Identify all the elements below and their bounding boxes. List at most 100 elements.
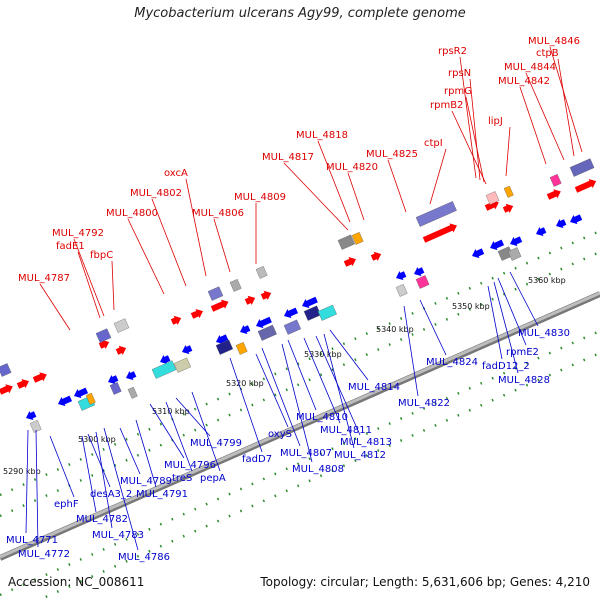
gene-box	[215, 339, 234, 355]
reverse-gene-arrow	[74, 387, 89, 399]
reverse-gene-arrow	[536, 227, 547, 237]
gene-label-reverse: MUL_4783	[92, 530, 144, 541]
gene-label-forward: rpsN	[448, 68, 471, 79]
gene-label-reverse: MUL_4789	[120, 476, 172, 487]
reverse-gene-arrow	[284, 307, 299, 319]
gene-label-reverse: MUL_4828	[498, 375, 550, 386]
forward-gene-arrow	[32, 372, 47, 383]
genome-summary-text: Topology: circular; Length: 5,631,606 bp…	[260, 575, 590, 589]
leader-line	[403, 305, 419, 397]
leader-line	[493, 281, 519, 374]
gene-box	[303, 305, 322, 321]
gene-box	[229, 279, 242, 292]
genome-backbone	[0, 291, 600, 561]
leader-line	[505, 126, 511, 177]
leader-line	[387, 159, 407, 213]
reverse-gene-arrow	[108, 375, 119, 385]
leader-line	[451, 110, 487, 185]
reverse-gene-arrow	[240, 325, 251, 335]
gene-label-forward: MUL_4806	[192, 208, 244, 219]
leader-line	[347, 172, 365, 221]
gene-label-reverse: MUL_4824	[426, 357, 478, 368]
leader-line	[329, 329, 369, 381]
gene-label-reverse: MUL_4808	[292, 464, 344, 475]
forward-gene-arrow	[502, 203, 514, 213]
gene-box	[255, 266, 268, 279]
gene-label-forward: MUL_4787	[18, 273, 70, 284]
gene-box	[95, 328, 112, 343]
leader-line	[261, 347, 301, 447]
leader-line	[557, 58, 575, 157]
forward-gene-arrow	[115, 345, 127, 355]
leader-line	[77, 251, 101, 319]
leader-line	[185, 178, 207, 277]
tick-label: 5320 kbp	[226, 379, 264, 388]
gene-box	[0, 363, 12, 377]
leader-line	[465, 96, 485, 183]
reverse-gene-arrow	[510, 236, 523, 247]
leader-line	[119, 427, 141, 475]
gene-label-reverse: MUL_4814	[348, 382, 400, 393]
tick-label: 5330 kbp	[304, 350, 342, 359]
gene-label-forward: oxcA	[164, 168, 188, 179]
gene-label-forward: fbpC	[90, 250, 113, 261]
leader-line	[429, 148, 447, 205]
reverse-gene-arrow	[396, 271, 407, 281]
reverse-gene-arrow	[182, 345, 193, 355]
leader-line	[497, 277, 527, 346]
accession-text: Accession: NC_008611	[8, 575, 145, 589]
leader-line	[469, 78, 481, 181]
forward-gene-arrow	[574, 178, 597, 193]
leader-line	[303, 337, 341, 424]
reverse-gene-arrow	[160, 355, 171, 365]
gene-label-forward: MUL_4842	[498, 76, 550, 87]
forward-gene-arrow	[244, 295, 256, 305]
gene-label-reverse: MUL_4812	[334, 450, 386, 461]
gene-label-reverse: ephF	[54, 499, 79, 510]
leader-line	[149, 403, 185, 459]
reverse-gene-arrow	[414, 267, 425, 277]
gene-label-reverse: MUL_4791	[136, 489, 188, 500]
forward-gene-arrow	[546, 189, 561, 200]
leader-line	[73, 238, 105, 317]
leader-line	[487, 285, 503, 360]
gene-labels: MUL_4787 fadE1 MUL_4792 fbpC MUL_4800 MUL_480…	[6, 36, 580, 563]
gene-label-reverse: MUL_4799	[190, 438, 242, 449]
gene-label-forward: MUL_4809	[234, 192, 286, 203]
leader-line	[103, 427, 139, 551]
leader-line	[35, 429, 39, 548]
forward-gene-arrow	[170, 315, 182, 325]
gene-box	[569, 158, 595, 177]
gene-label-forward: ctpB	[536, 48, 559, 59]
leader-line	[127, 218, 165, 295]
gene-box	[395, 284, 408, 297]
gene-label-reverse: MUL_4830	[518, 328, 570, 339]
map-title: Mycobacterium ulcerans Agy99, complete g…	[134, 6, 466, 21]
gene-label-forward: MUL_4818	[296, 130, 348, 141]
leader-line	[509, 271, 539, 327]
leader-line	[81, 435, 97, 513]
forward-gene-arrow	[190, 309, 203, 319]
reverse-gene-arrow	[570, 214, 583, 225]
leader-line	[49, 435, 75, 498]
leader-line	[191, 391, 221, 472]
reverse-gene-arrow	[256, 316, 272, 329]
leader-line	[519, 86, 547, 165]
gene-box	[127, 386, 138, 399]
leader-line	[213, 218, 231, 273]
tick-label: 5360 kbp	[528, 276, 566, 285]
forward-gene-arrow	[343, 257, 356, 267]
leader-line	[459, 56, 477, 179]
gene-label-forward: MUL_4817	[262, 152, 314, 163]
gene-box	[109, 382, 122, 395]
leader-line	[39, 283, 71, 331]
leader-line	[419, 299, 447, 356]
leader-line	[255, 353, 289, 428]
backbone-line	[0, 291, 600, 559]
reverse-gene-arrow	[556, 219, 567, 229]
gene-box	[337, 234, 356, 250]
leader-line	[87, 433, 111, 488]
forward-gene-arrow	[98, 339, 110, 349]
reverse-gene-arrow	[302, 296, 318, 309]
gene-label-forward: rpmG	[444, 86, 472, 97]
